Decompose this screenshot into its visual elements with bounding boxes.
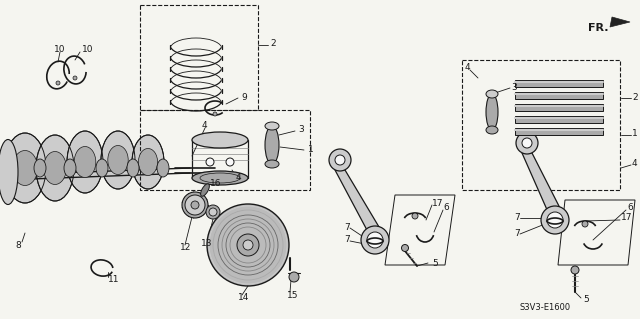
Ellipse shape bbox=[571, 266, 579, 274]
Text: 17: 17 bbox=[621, 213, 632, 222]
Ellipse shape bbox=[547, 212, 563, 228]
Bar bbox=[515, 80, 603, 87]
Text: FR.: FR. bbox=[588, 23, 609, 33]
Text: 7: 7 bbox=[514, 228, 520, 238]
Ellipse shape bbox=[132, 135, 164, 189]
Ellipse shape bbox=[412, 213, 418, 219]
Ellipse shape bbox=[201, 184, 209, 196]
Text: 3: 3 bbox=[298, 125, 304, 135]
Ellipse shape bbox=[36, 135, 74, 201]
Ellipse shape bbox=[192, 171, 248, 185]
Ellipse shape bbox=[108, 145, 128, 174]
Text: 3: 3 bbox=[511, 83, 516, 92]
Ellipse shape bbox=[209, 208, 217, 216]
Text: 7: 7 bbox=[514, 212, 520, 221]
Text: 12: 12 bbox=[180, 243, 191, 253]
Ellipse shape bbox=[237, 234, 259, 256]
Ellipse shape bbox=[289, 272, 299, 282]
Text: 17: 17 bbox=[432, 198, 444, 207]
Ellipse shape bbox=[265, 122, 279, 130]
Ellipse shape bbox=[4, 133, 46, 203]
Text: 4: 4 bbox=[236, 174, 242, 182]
Text: 6: 6 bbox=[443, 204, 449, 212]
Ellipse shape bbox=[401, 244, 408, 251]
Bar bbox=[140, 110, 310, 190]
Ellipse shape bbox=[486, 90, 498, 98]
Ellipse shape bbox=[34, 159, 46, 177]
Ellipse shape bbox=[138, 149, 157, 175]
Ellipse shape bbox=[185, 195, 205, 215]
Ellipse shape bbox=[206, 158, 214, 166]
Ellipse shape bbox=[157, 159, 169, 177]
Ellipse shape bbox=[486, 126, 498, 134]
Bar bbox=[515, 116, 603, 123]
Bar bbox=[515, 128, 603, 135]
Ellipse shape bbox=[516, 132, 538, 154]
Ellipse shape bbox=[192, 132, 248, 148]
Ellipse shape bbox=[96, 159, 108, 177]
Ellipse shape bbox=[522, 138, 532, 148]
Text: 2: 2 bbox=[270, 40, 276, 48]
Text: 1: 1 bbox=[308, 145, 314, 154]
Text: 5: 5 bbox=[583, 295, 589, 305]
Text: 8: 8 bbox=[15, 241, 20, 249]
Text: 10: 10 bbox=[54, 46, 65, 55]
Text: 5: 5 bbox=[432, 258, 438, 268]
Text: 16: 16 bbox=[210, 179, 221, 188]
Ellipse shape bbox=[243, 240, 253, 250]
Text: 7: 7 bbox=[344, 222, 349, 232]
Polygon shape bbox=[610, 17, 630, 27]
Ellipse shape bbox=[101, 131, 135, 189]
Ellipse shape bbox=[191, 201, 199, 209]
Text: 4: 4 bbox=[202, 121, 207, 130]
Ellipse shape bbox=[207, 204, 289, 286]
Ellipse shape bbox=[182, 192, 208, 218]
Text: 15: 15 bbox=[287, 291, 298, 300]
Ellipse shape bbox=[56, 81, 60, 85]
Text: 9: 9 bbox=[241, 93, 247, 101]
Ellipse shape bbox=[582, 221, 588, 227]
Ellipse shape bbox=[12, 151, 38, 186]
Ellipse shape bbox=[127, 159, 139, 177]
Bar bbox=[462, 60, 620, 190]
Ellipse shape bbox=[73, 76, 77, 80]
Ellipse shape bbox=[64, 159, 76, 177]
Ellipse shape bbox=[74, 146, 96, 177]
Ellipse shape bbox=[206, 205, 220, 219]
Ellipse shape bbox=[486, 94, 498, 130]
Text: 2: 2 bbox=[632, 93, 637, 101]
Polygon shape bbox=[335, 170, 382, 248]
Text: 11: 11 bbox=[108, 276, 120, 285]
Ellipse shape bbox=[265, 160, 279, 168]
Ellipse shape bbox=[226, 158, 234, 166]
Bar bbox=[515, 92, 603, 99]
Text: 4: 4 bbox=[632, 160, 637, 168]
Text: 7: 7 bbox=[344, 235, 349, 244]
Ellipse shape bbox=[265, 126, 279, 164]
Text: 14: 14 bbox=[238, 293, 250, 302]
Text: 1: 1 bbox=[632, 130, 637, 138]
Ellipse shape bbox=[335, 155, 345, 165]
Bar bbox=[140, 5, 258, 110]
Text: 6: 6 bbox=[627, 204, 633, 212]
Text: S3V3-E1600: S3V3-E1600 bbox=[520, 303, 571, 313]
Ellipse shape bbox=[213, 112, 217, 116]
Ellipse shape bbox=[541, 206, 569, 234]
Polygon shape bbox=[522, 153, 562, 228]
Text: 10: 10 bbox=[82, 46, 93, 55]
Ellipse shape bbox=[0, 139, 18, 204]
Ellipse shape bbox=[329, 149, 351, 171]
Text: 4: 4 bbox=[465, 63, 470, 72]
Text: 13: 13 bbox=[201, 239, 212, 248]
Ellipse shape bbox=[367, 232, 383, 248]
Ellipse shape bbox=[67, 131, 103, 193]
Ellipse shape bbox=[44, 152, 67, 184]
Ellipse shape bbox=[361, 226, 389, 254]
Bar bbox=[515, 104, 603, 111]
